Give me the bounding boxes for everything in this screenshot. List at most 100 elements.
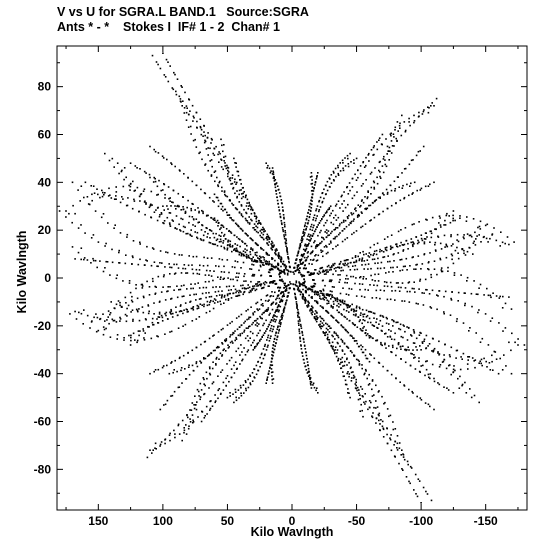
uv-point bbox=[216, 244, 219, 247]
uv-point bbox=[343, 308, 345, 311]
uv-point bbox=[457, 300, 459, 302]
uv-point bbox=[251, 249, 254, 252]
uv-point bbox=[373, 252, 375, 255]
uv-point bbox=[191, 104, 194, 107]
uv-point bbox=[278, 254, 280, 257]
uv-point bbox=[281, 318, 283, 321]
uv-point bbox=[281, 299, 284, 302]
uv-point bbox=[511, 332, 513, 335]
uv-point bbox=[386, 191, 389, 194]
uv-point bbox=[322, 288, 325, 291]
uv-point bbox=[271, 357, 274, 360]
uv-point bbox=[160, 291, 163, 293]
uv-point bbox=[451, 254, 454, 257]
uv-point bbox=[365, 334, 368, 337]
uv-point bbox=[484, 313, 487, 315]
uv-point bbox=[384, 401, 386, 404]
uv-point bbox=[196, 304, 199, 307]
uv-point bbox=[221, 224, 224, 227]
uv-point bbox=[273, 180, 276, 182]
uv-point bbox=[184, 302, 187, 304]
uv-point bbox=[115, 303, 118, 306]
uv-point bbox=[132, 180, 134, 183]
uv-point bbox=[143, 170, 146, 173]
uv-point bbox=[454, 369, 456, 372]
uv-point bbox=[255, 216, 258, 219]
uv-point bbox=[379, 160, 381, 163]
uv-point bbox=[279, 272, 281, 274]
uv-point bbox=[244, 248, 246, 250]
uv-point bbox=[285, 289, 288, 291]
uv-point bbox=[255, 259, 257, 262]
uv-point bbox=[365, 253, 367, 255]
uv-point bbox=[133, 190, 136, 192]
uv-point bbox=[256, 343, 258, 346]
uv-point bbox=[188, 113, 190, 116]
uv-point bbox=[244, 232, 247, 235]
uv-point bbox=[213, 236, 216, 239]
uv-point bbox=[322, 331, 324, 333]
uv-point bbox=[287, 256, 289, 259]
uv-point bbox=[286, 251, 289, 253]
uv-point bbox=[322, 269, 324, 272]
uv-point bbox=[305, 228, 307, 230]
uv-point bbox=[298, 332, 301, 335]
uv-point bbox=[235, 291, 237, 294]
uv-point bbox=[282, 260, 285, 263]
uv-point bbox=[141, 287, 144, 289]
uv-point bbox=[301, 235, 303, 238]
uv-point bbox=[214, 243, 217, 246]
uv-point bbox=[252, 256, 254, 258]
uv-point bbox=[375, 289, 378, 292]
uv-point bbox=[337, 216, 340, 219]
uv-point bbox=[230, 368, 233, 370]
uv-point bbox=[304, 232, 306, 234]
uv-point bbox=[456, 246, 458, 249]
uv-point bbox=[223, 294, 226, 297]
uv-point bbox=[469, 327, 471, 329]
uv-point bbox=[267, 285, 270, 287]
uv-point bbox=[479, 228, 482, 230]
uv-point bbox=[122, 280, 124, 282]
uv-point bbox=[276, 306, 279, 309]
uv-point bbox=[91, 199, 93, 202]
uv-point bbox=[223, 246, 225, 249]
uv-point bbox=[481, 364, 483, 367]
uv-point bbox=[255, 288, 258, 291]
uv-point bbox=[314, 219, 317, 222]
uv-point bbox=[187, 199, 189, 202]
uv-point bbox=[348, 319, 351, 322]
uv-point bbox=[270, 368, 273, 370]
uv-point bbox=[257, 219, 260, 222]
uv-point bbox=[208, 387, 210, 389]
uv-point bbox=[208, 280, 210, 283]
uv-point bbox=[381, 143, 383, 146]
uv-point bbox=[195, 146, 198, 148]
uv-point bbox=[216, 196, 219, 199]
uv-point bbox=[317, 293, 320, 295]
uv-point bbox=[74, 258, 76, 260]
uv-point bbox=[443, 358, 446, 361]
uv-point bbox=[332, 179, 335, 181]
uv-point bbox=[383, 194, 385, 196]
uv-point bbox=[308, 374, 311, 376]
uv-point bbox=[461, 358, 463, 360]
uv-point bbox=[155, 61, 158, 63]
uv-point bbox=[214, 170, 217, 172]
uv-point bbox=[68, 212, 70, 215]
uv-point bbox=[310, 288, 313, 291]
uv-point bbox=[432, 338, 434, 340]
uv-point bbox=[513, 241, 515, 243]
uv-point bbox=[244, 320, 246, 323]
uv-point bbox=[229, 177, 232, 179]
uv-point bbox=[309, 382, 312, 385]
uv-point bbox=[229, 240, 232, 243]
uv-point bbox=[121, 305, 123, 308]
uv-point bbox=[250, 280, 252, 283]
uv-point bbox=[272, 344, 275, 347]
uv-point bbox=[304, 243, 307, 246]
uv-point bbox=[395, 377, 397, 379]
uv-point bbox=[143, 296, 145, 299]
uv-point bbox=[303, 282, 305, 284]
uv-point bbox=[242, 215, 244, 218]
